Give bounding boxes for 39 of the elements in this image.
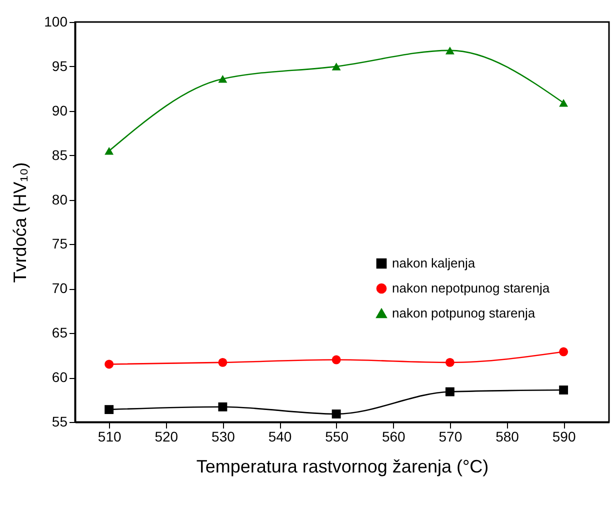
y-tick-label: 95 [52, 58, 68, 74]
point [218, 75, 228, 83]
x-tick-label: 560 [382, 428, 406, 444]
y-tick-label: 65 [52, 324, 68, 341]
point [445, 387, 454, 396]
point [445, 358, 454, 367]
y-tick-label: 85 [52, 146, 68, 163]
x-axis-title: Temperatura rastvornog žarenja (°C) [196, 456, 489, 476]
point [332, 355, 341, 364]
y-axis-title: Tvrdoća (HV₁₀) [10, 162, 30, 283]
point [445, 46, 454, 54]
y-tick-label: 70 [52, 280, 68, 296]
point [559, 347, 568, 356]
y-tick-label: 100 [44, 14, 68, 30]
point [559, 386, 568, 394]
x-tick-label: 540 [268, 428, 292, 444]
x-tick-label: 570 [438, 428, 462, 444]
point [218, 402, 228, 412]
point [218, 358, 228, 367]
point [104, 147, 114, 155]
point [559, 99, 568, 107]
legend-label: nakon potpunog starenja [392, 306, 536, 320]
y-tick-label: 60 [52, 369, 68, 386]
x-tick-label: 530 [212, 428, 236, 444]
point [332, 62, 341, 70]
x-tick-label: 520 [154, 428, 178, 444]
point [104, 405, 114, 414]
x-tick-label: 580 [496, 428, 520, 444]
x-tick-label: 550 [325, 428, 349, 444]
x-tick-label: 510 [98, 428, 122, 444]
legend-label: nakon nepotpunog starenja [392, 280, 550, 296]
point [104, 360, 114, 369]
y-tick-label: 90 [52, 102, 68, 118]
y-tick-label: 55 [52, 414, 68, 430]
legend-label: nakon kaljenja [392, 256, 476, 270]
y-tick-label: 75 [52, 236, 68, 252]
x-tick-label: 590 [552, 428, 576, 444]
y-tick-label: 80 [52, 191, 68, 208]
point [332, 410, 341, 418]
